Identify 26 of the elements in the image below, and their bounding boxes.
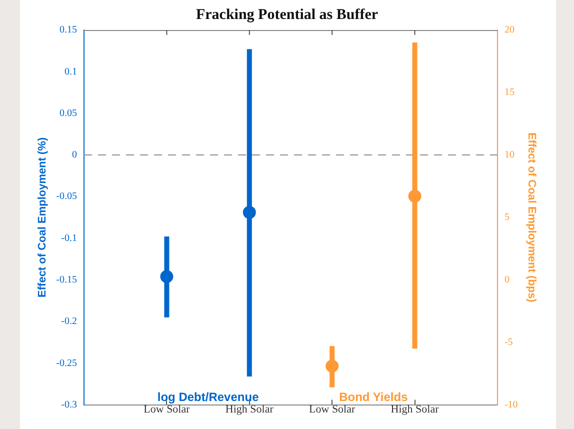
series-label: Bond Yields <box>339 390 408 404</box>
x-tick-label: Low Solar <box>144 403 190 416</box>
x-tick-label: High Solar <box>390 403 440 416</box>
y-tick-label: -0.2 <box>61 316 78 328</box>
x-tick-label: Low Solar <box>309 403 356 416</box>
y-tick-label: 0.15 <box>60 24 78 36</box>
y2-tick-label: 15 <box>504 87 514 98</box>
y-tick-label: 0.05 <box>60 108 78 119</box>
y-tick-label: -0.15 <box>56 274 78 286</box>
chart-title: Fracking Potential as Buffer <box>196 6 378 23</box>
y2-axis-title: Effect of Coal Employment (bps) <box>525 132 538 303</box>
x-tick-label: High Solar <box>225 403 274 416</box>
y-axis-title: Effect of Coal Employment (%) <box>36 137 49 298</box>
y2-tick-label: 5 <box>504 212 510 224</box>
y-tick-label: 0 <box>72 150 78 161</box>
y-tick-label: -0.05 <box>56 191 78 202</box>
y2-tick-label: 0 <box>504 274 510 286</box>
y2-tick-label: 10 <box>504 150 514 161</box>
y-tick-label: 0.1 <box>64 66 78 78</box>
y2-tick-label: -5 <box>504 336 513 348</box>
y2-tick-label: 20 <box>504 24 514 36</box>
y-tick-label: -0.1 <box>61 232 78 244</box>
y2-tick-label: -10 <box>504 399 518 410</box>
y-tick-label: -0.25 <box>56 358 78 369</box>
y-tick-label: -0.3 <box>61 399 78 410</box>
text: log Debt/Revenue <box>157 390 260 404</box>
